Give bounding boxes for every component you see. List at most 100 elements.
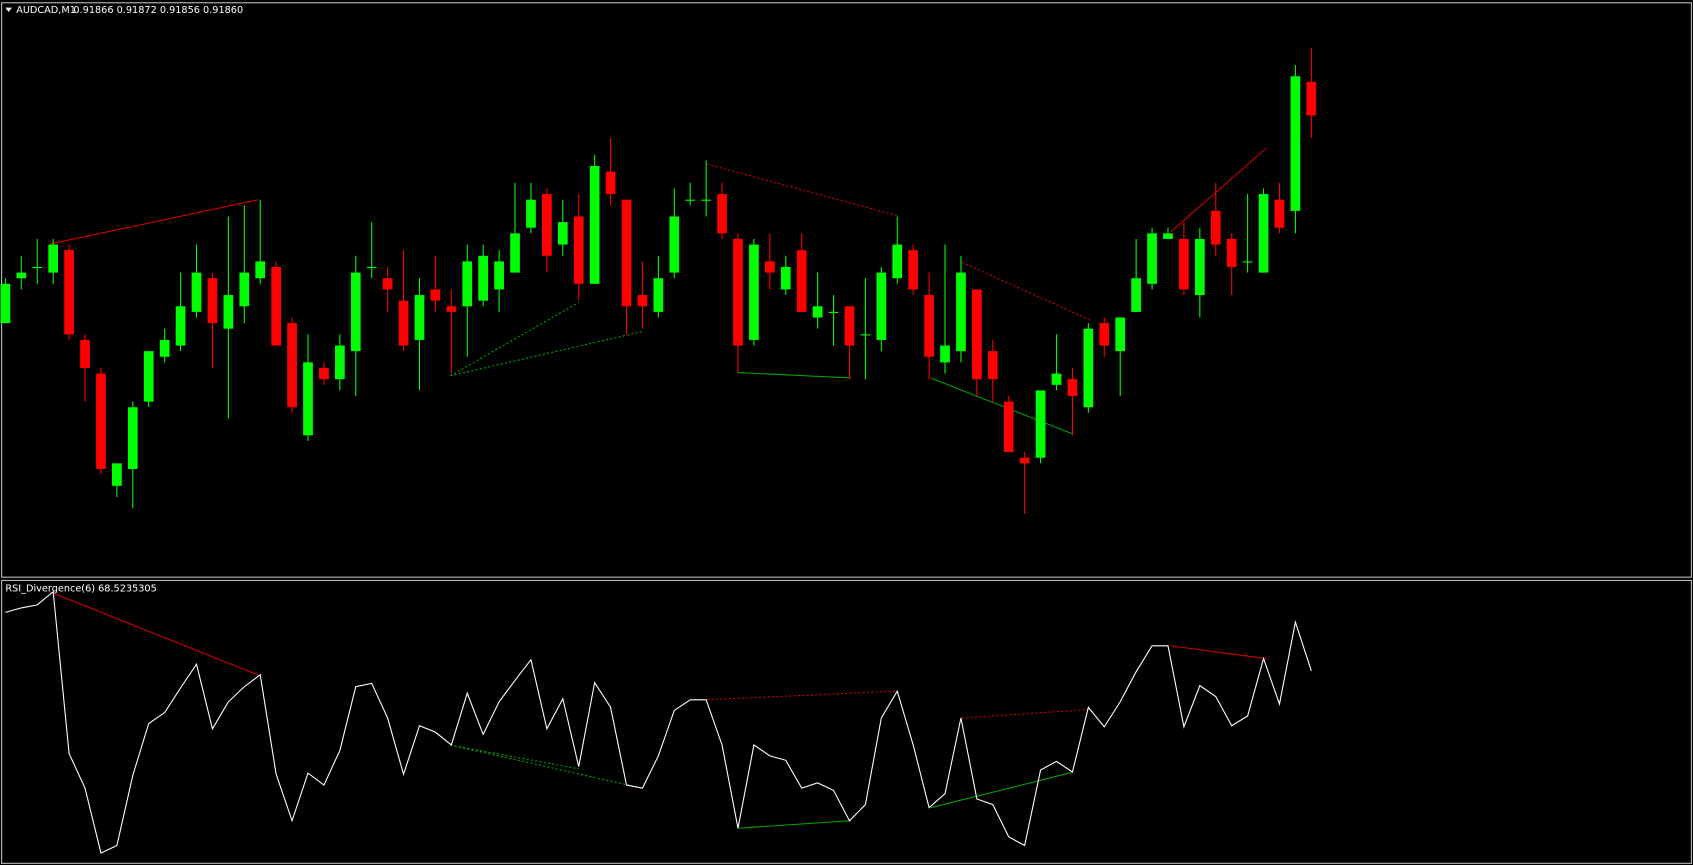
- candle-body: [382, 278, 393, 290]
- candle-body: [717, 194, 727, 234]
- candle-body: [0, 283, 11, 324]
- rsi-line: [5, 590, 1312, 854]
- candle-body: [494, 261, 504, 290]
- divergence-line: [738, 372, 851, 379]
- candle-body: [1083, 328, 1094, 408]
- candle-body: [446, 306, 457, 312]
- candle-body: [271, 266, 281, 346]
- divergence-line: [449, 301, 579, 377]
- candle-body: [956, 272, 966, 352]
- candle-body: [48, 244, 59, 273]
- menu-arrow[interactable]: [5, 7, 12, 12]
- candle-body: [1226, 238, 1237, 267]
- divergence-line: [707, 163, 899, 217]
- candle-body: [319, 367, 329, 380]
- candle-body: [892, 244, 903, 279]
- candle-body: [589, 166, 600, 284]
- candle-body: [255, 261, 266, 279]
- candle-body: [669, 216, 680, 273]
- candle-body: [573, 216, 584, 284]
- candle-body: [828, 311, 839, 313]
- candle-body: [685, 199, 696, 201]
- divergence-line: [930, 377, 1074, 435]
- candle-body: [1179, 238, 1189, 290]
- candle-body: [96, 373, 106, 469]
- candle-body: [1115, 317, 1126, 352]
- candle-body: [1051, 373, 1062, 385]
- candle-body: [1306, 81, 1317, 116]
- candle-body: [32, 266, 43, 269]
- divergence-line: [961, 261, 1090, 321]
- candle-body: [1258, 194, 1269, 273]
- candle-body: [1019, 457, 1030, 464]
- divergence-line: [450, 331, 643, 377]
- candle-body: [1194, 238, 1205, 296]
- candle-body: [64, 250, 74, 335]
- candle-body: [1163, 233, 1173, 239]
- candle-body: [1003, 401, 1014, 453]
- candle-body: [223, 295, 234, 329]
- candle-body: [733, 238, 743, 346]
- candle-body: [940, 345, 950, 363]
- candle-body: [924, 295, 934, 357]
- candle-body: [860, 334, 871, 336]
- candle-body: [207, 278, 218, 324]
- divergence-line: [450, 744, 643, 789]
- candle-body: [972, 289, 982, 380]
- divergence-line: [450, 744, 579, 770]
- divergence-line: [49, 591, 259, 676]
- candle-body: [80, 339, 90, 368]
- divergence-line: [1170, 147, 1267, 233]
- candle-body: [303, 362, 313, 436]
- candle-body: [350, 272, 361, 352]
- divergence-line: [707, 690, 899, 701]
- candle-body: [542, 194, 552, 256]
- candle-body: [637, 295, 648, 307]
- candle-body: [191, 272, 202, 312]
- candle-body: [1099, 323, 1110, 346]
- candle-body: [414, 295, 425, 340]
- candle-body: [366, 266, 377, 269]
- candle-body: [749, 244, 759, 340]
- candle-body: [334, 345, 345, 380]
- candle-body: [287, 323, 297, 408]
- candle-body: [1147, 233, 1157, 284]
- candle-body: [16, 272, 27, 279]
- candle-body: [621, 199, 632, 307]
- candle-body: [1274, 199, 1285, 228]
- candle-body: [987, 351, 998, 380]
- candle-body: [510, 233, 520, 273]
- candle-body: [1290, 76, 1301, 211]
- candle-body: [1067, 379, 1078, 397]
- divergence-line: [49, 199, 259, 245]
- indicator-label: RSI_Divergence(6) 68.5235305: [5, 584, 156, 595]
- candle-body: [143, 351, 154, 402]
- candle-body: [653, 278, 664, 312]
- candle-body: [159, 339, 170, 357]
- indicator-panel: [1, 579, 1692, 864]
- divergence-line: [738, 820, 851, 829]
- candle-body: [1210, 210, 1221, 245]
- candle-body: [780, 266, 791, 290]
- candle-body: [478, 255, 489, 301]
- candle-body: [462, 261, 473, 307]
- candle-body: [701, 199, 711, 201]
- candle-body: [127, 407, 138, 469]
- candle-body: [430, 289, 441, 301]
- candle-body: [796, 250, 807, 312]
- candle-body: [605, 171, 616, 195]
- candle-body: [844, 306, 855, 346]
- symbol-label: AUDCAD,M1: [16, 5, 76, 16]
- candle-body: [557, 222, 568, 245]
- candle-body: [764, 261, 775, 273]
- candle-body: [112, 463, 122, 486]
- candle-body: [876, 272, 887, 340]
- candle-body: [1035, 390, 1046, 458]
- candle-body: [526, 199, 536, 228]
- divergence-line: [1170, 645, 1267, 660]
- candle-body: [812, 306, 823, 318]
- candle-body: [239, 272, 250, 307]
